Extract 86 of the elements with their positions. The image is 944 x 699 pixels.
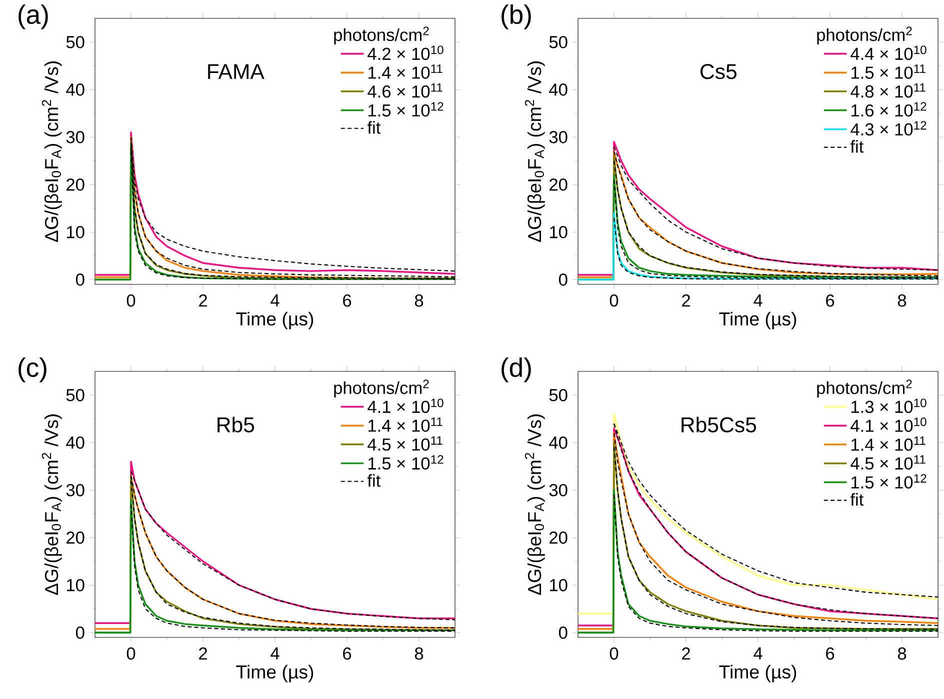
x-axis-title: Time (µs) [719, 664, 796, 682]
legend-label: 4.5 × 10$^{11}$ [850, 455, 926, 470]
x-tick-label: 2 [682, 294, 690, 306]
legend-label: 1.4 × 10$^{11}$ [368, 417, 442, 432]
y-tick-label: 50 [66, 36, 84, 48]
y-tick-label: 40 [549, 436, 568, 449]
legend-label: 4.6 × 10$^{11}$ [368, 83, 442, 98]
x-tick-label: 6 [826, 294, 834, 306]
x-tick-label: 4 [754, 294, 762, 306]
y-tick-label: 10 [550, 226, 568, 238]
legend-title: photons/cm$^{2}$ [817, 379, 912, 398]
y-tick-label: 40 [66, 436, 84, 449]
x-tick-label: 4 [270, 294, 280, 306]
y-tick-label: 0 [558, 626, 568, 639]
legend-label: 4.8 × 10$^{11}$ [850, 83, 926, 98]
x-tick-label: 6 [343, 294, 352, 306]
legend-label: 1.5 × 10$^{12}$ [852, 474, 926, 488]
chart-title: (b) [502, 4, 531, 30]
y-tick-label: 40 [549, 83, 568, 96]
annotation: Cs5 [700, 64, 736, 79]
x-tick-label: 0 [126, 647, 136, 660]
legend-label: 4.1 × 10$^{10}$ [850, 417, 926, 432]
x-tick-label: 0 [610, 647, 618, 660]
y-axis-title: ΔG/(βeI$_{0}$F$_{A}$) (cm$^{2}$ /Vs) [524, 61, 545, 242]
annotation: Rb5Cs5 [682, 416, 756, 432]
annotation: FAMA [208, 64, 264, 79]
x-tick-label: 2 [199, 647, 207, 660]
legend-label: fit [367, 120, 381, 134]
y-tick-label: 30 [66, 484, 84, 496]
x-axis-title: Time (µs) [236, 664, 314, 682]
legend-label: fit [850, 492, 864, 506]
y-tick-label: 50 [549, 388, 568, 402]
x-tick-label: 8 [414, 647, 424, 660]
x-tick-label: 6 [343, 647, 352, 660]
y-tick-label: 20 [550, 178, 568, 191]
legend-label: 1.5 × 10$^{12}$ [368, 102, 444, 116]
legend-title: photons/cm$^{2}$ [817, 26, 912, 44]
legend-label: fit [850, 140, 864, 153]
y-tick-label: 10 [550, 578, 568, 592]
x-axis-title: Time (µs) [719, 312, 796, 330]
legend-label: 1.5 × 10$^{12}$ [368, 454, 444, 470]
legend-label: 4.3 × 10$^{12}$ [850, 120, 926, 136]
x-axis-title: Time (µs) [236, 312, 314, 330]
legend-label: 1.6 × 10$^{12}$ [852, 102, 926, 116]
legend-label: 4.1 × 10$^{10}$ [368, 398, 444, 413]
y-tick-label: 30 [549, 130, 568, 144]
y-tick-label: 0 [76, 626, 84, 639]
legend-title: photons/cm$^{2}$ [334, 26, 429, 44]
y-tick-label: 30 [66, 130, 84, 144]
x-tick-label: 4 [754, 647, 762, 660]
legend-label: 1.3 × 10$^{10}$ [852, 398, 926, 413]
x-tick-label: 8 [414, 294, 424, 306]
y-tick-label: 50 [66, 388, 84, 402]
y-tick-label: 0 [558, 273, 568, 286]
y-tick-label: 0 [76, 273, 84, 286]
y-tick-label: 10 [66, 226, 84, 238]
x-tick-label: 4 [270, 647, 280, 660]
y-tick-label: 20 [66, 531, 84, 544]
chart-title: (a) [18, 4, 48, 30]
x-tick-label: 2 [682, 647, 690, 660]
x-tick-label: 6 [826, 647, 834, 660]
legend-label: 1.5 × 10$^{11}$ [852, 64, 926, 79]
y-axis-title: ΔG/(βeI$_{0}$F$_{A}$) (cm$^{2}$ /Vs) [524, 414, 545, 595]
x-tick-label: 8 [898, 647, 906, 660]
legend-label: 1.4 × 10$^{11}$ [368, 64, 442, 79]
legend-label: 4.4 × 10$^{10}$ [850, 45, 926, 60]
x-tick-label: 0 [126, 294, 136, 306]
legend-label: 1.4 × 10$^{11}$ [852, 436, 926, 451]
chart-title: (d) [502, 357, 531, 382]
y-tick-label: 30 [549, 484, 568, 496]
legend-label: 4.2 × 10$^{10}$ [368, 45, 444, 60]
annotation: Rb5 [218, 416, 254, 432]
y-tick-label: 40 [66, 83, 84, 96]
y-tick-label: 50 [549, 36, 568, 48]
legend-label: 4.5 × 10$^{11}$ [368, 436, 442, 450]
y-tick-label: 20 [550, 531, 568, 544]
legend-title: photons/cm$^{2}$ [334, 379, 429, 398]
legend-label: fit [367, 474, 381, 487]
chart-title: (c) [18, 357, 46, 382]
y-axis-title: ΔG/(βeI$_{0}$F$_{A}$) (cm$^{2}$ /Vs) [42, 61, 62, 242]
y-axis-title: ΔG/(βeI$_{0}$F$_{A}$) (cm$^{2}$ /Vs) [42, 414, 62, 595]
y-tick-label: 20 [66, 178, 84, 191]
y-tick-label: 10 [66, 578, 84, 592]
x-tick-label: 8 [898, 294, 906, 306]
x-tick-label: 2 [199, 294, 207, 306]
x-tick-label: 0 [610, 294, 618, 306]
